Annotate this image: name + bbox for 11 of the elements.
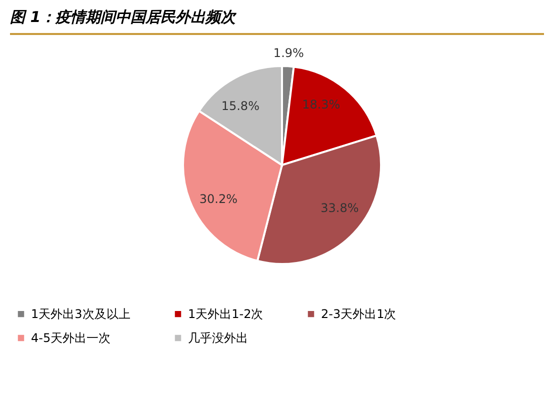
data-label: 15.8% [221, 99, 260, 114]
data-label: 18.3% [302, 98, 340, 112]
chart-title: 图 1：疫情期间中国居民外出频次 [10, 8, 544, 35]
data-label: 33.8% [320, 201, 359, 216]
data-label: 30.2% [199, 192, 238, 206]
legend-label: 几乎没外出 [188, 331, 248, 345]
legend-label: 4-5天外出一次 [31, 331, 111, 345]
legend-label: 2-3天外出1次 [321, 307, 396, 322]
legend-label: 1天外出1-2次 [188, 307, 264, 322]
data-label: 1.9% [273, 46, 304, 60]
legend-label: 1天外出3次及以上 [31, 307, 130, 322]
